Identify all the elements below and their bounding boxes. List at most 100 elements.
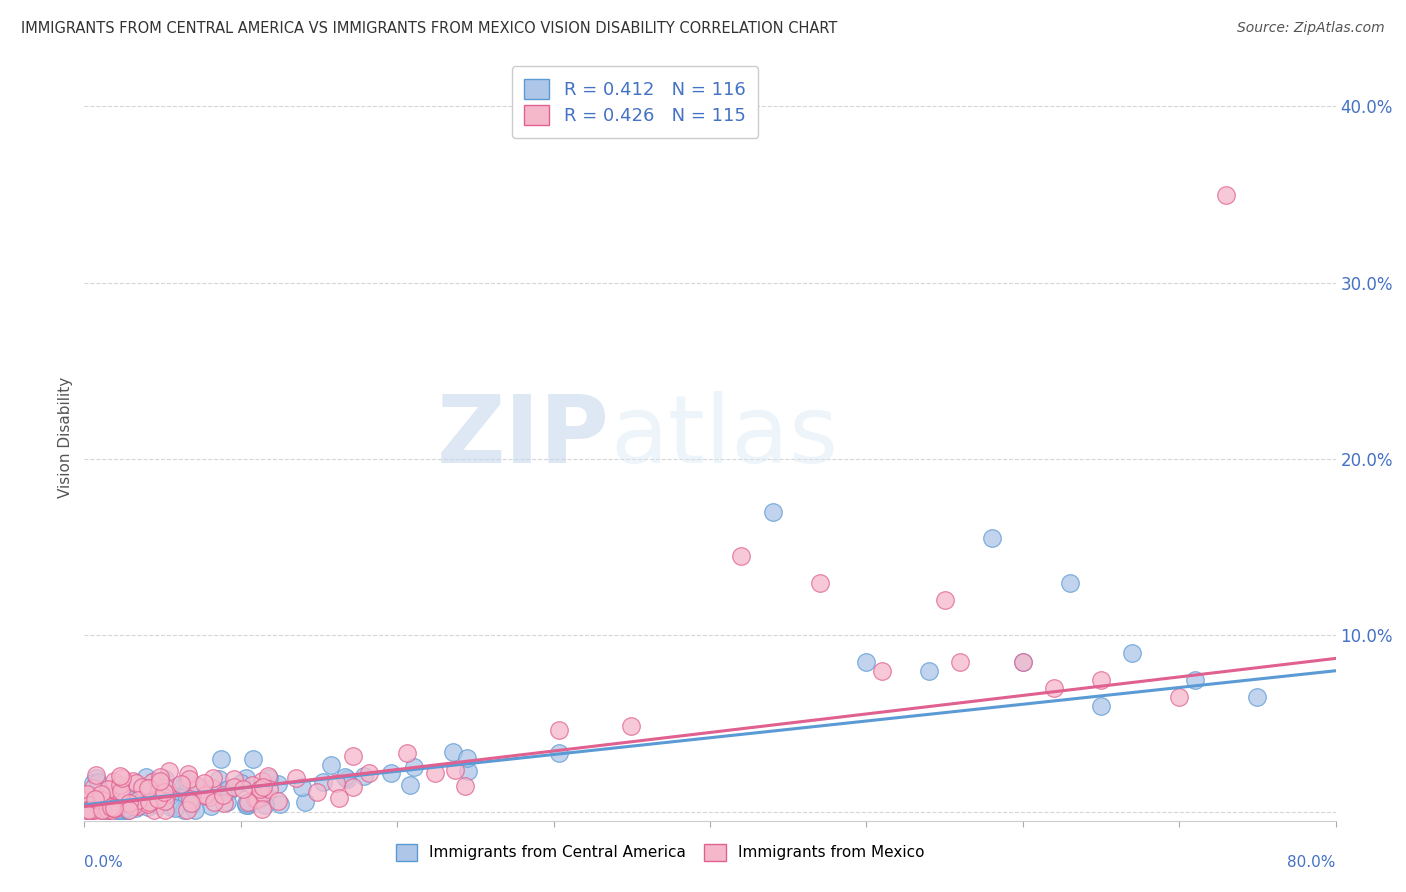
Point: [89, 803, 111, 817]
Point: [1215, 187, 1237, 202]
Point: [141, 774, 163, 789]
Point: [76, 787, 98, 801]
Point: [1090, 673, 1112, 687]
Point: [117, 803, 139, 817]
Point: [176, 775, 198, 789]
Text: IMMIGRANTS FROM CENTRAL AMERICA VS IMMIGRANTS FROM MEXICO VISION DISABILITY CORR: IMMIGRANTS FROM CENTRAL AMERICA VS IMMIG…: [21, 21, 838, 36]
Point: [143, 774, 166, 789]
Point: [139, 792, 162, 806]
Text: ZIP: ZIP: [437, 391, 610, 483]
Point: [333, 771, 356, 785]
Point: [112, 789, 135, 803]
Point: [245, 791, 267, 805]
Point: [90, 787, 112, 801]
Point: [357, 766, 380, 780]
Point: [110, 784, 132, 798]
Point: [125, 801, 148, 815]
Point: [94, 788, 117, 802]
Point: [240, 778, 263, 792]
Point: [77, 803, 100, 817]
Point: [148, 792, 170, 806]
Point: [152, 788, 174, 802]
Point: [82, 803, 104, 817]
Point: [267, 794, 290, 808]
Point: [84, 768, 107, 782]
Point: [97, 799, 120, 814]
Point: [1121, 646, 1143, 660]
Point: [1090, 698, 1112, 713]
Point: [121, 790, 143, 805]
Point: [105, 803, 128, 817]
Point: [79, 803, 101, 817]
Point: [97, 788, 120, 802]
Point: [84, 772, 107, 786]
Point: [980, 532, 1002, 546]
Point: [1012, 655, 1035, 669]
Point: [201, 780, 224, 795]
Point: [96, 801, 118, 815]
Point: [242, 752, 264, 766]
Point: [212, 797, 235, 811]
Point: [153, 784, 176, 798]
Point: [402, 760, 425, 774]
Point: [90, 798, 112, 813]
Point: [117, 803, 139, 817]
Point: [177, 767, 200, 781]
Point: [548, 723, 571, 738]
Point: [399, 778, 422, 792]
Point: [336, 772, 359, 786]
Point: [155, 781, 177, 796]
Point: [235, 797, 257, 811]
Point: [142, 803, 165, 817]
Point: [96, 803, 118, 817]
Point: [149, 770, 172, 784]
Point: [548, 746, 571, 760]
Point: [173, 777, 195, 791]
Point: [250, 790, 273, 805]
Point: [76, 803, 98, 817]
Point: [104, 801, 127, 815]
Point: [179, 792, 201, 806]
Point: [212, 788, 235, 802]
Point: [139, 781, 162, 796]
Point: [148, 786, 170, 800]
Point: [150, 780, 173, 795]
Point: [112, 797, 135, 812]
Point: [180, 797, 202, 812]
Point: [294, 795, 316, 809]
Point: [319, 758, 342, 772]
Point: [174, 786, 197, 800]
Point: [259, 771, 281, 785]
Point: [236, 798, 259, 813]
Legend: Immigrants from Central America, Immigrants from Mexico: Immigrants from Central America, Immigra…: [389, 838, 931, 867]
Point: [90, 794, 112, 808]
Text: 80.0%: 80.0%: [1288, 855, 1336, 871]
Point: [79, 803, 101, 817]
Point: [200, 799, 222, 814]
Point: [252, 780, 274, 794]
Point: [111, 803, 134, 817]
Point: [103, 773, 125, 788]
Point: [456, 750, 478, 764]
Point: [111, 793, 134, 807]
Point: [138, 795, 160, 809]
Text: 0.0%: 0.0%: [84, 855, 124, 871]
Point: [202, 771, 225, 785]
Point: [124, 775, 146, 789]
Point: [395, 746, 418, 760]
Point: [104, 803, 127, 817]
Point: [202, 795, 225, 809]
Point: [87, 801, 110, 815]
Point: [193, 781, 215, 796]
Point: [87, 774, 110, 789]
Point: [208, 772, 231, 786]
Point: [83, 797, 105, 811]
Point: [135, 770, 157, 784]
Point: [76, 793, 98, 807]
Point: [149, 789, 172, 803]
Point: [114, 801, 136, 815]
Point: [127, 793, 149, 807]
Point: [1246, 690, 1268, 705]
Point: [291, 780, 314, 795]
Point: [96, 801, 118, 815]
